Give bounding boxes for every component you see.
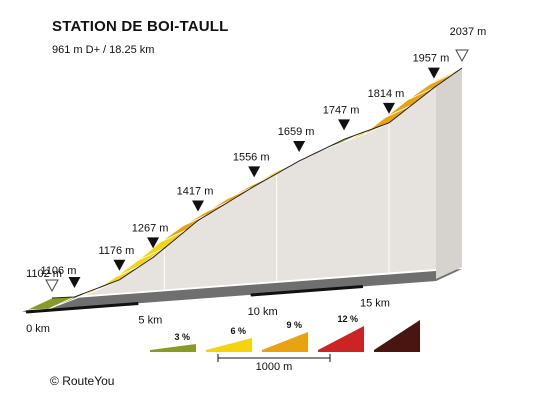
elevation-label: 1659 m (278, 126, 315, 138)
marker-filled-triangle (192, 200, 205, 212)
chart-subtitle: 961 m D+ / 18.25 km (52, 44, 155, 56)
elevation-marker: 1747 m (323, 104, 360, 131)
legend-scale-label: 1000 m (256, 361, 293, 373)
marker-filled-triangle (427, 67, 440, 79)
elevation-label: 1176 m (98, 245, 134, 257)
elevation-marker: 1957 m (413, 53, 450, 79)
legend-item: 9 % (262, 320, 308, 352)
elevation-marker: 2037 m (450, 26, 487, 63)
copyright-symbol: © (50, 374, 59, 388)
marker-filled-triangle (248, 166, 261, 178)
marker-filled-triangle (68, 277, 81, 289)
elevation-marker: 1814 m (368, 88, 405, 114)
elevation-marker: 1659 m (278, 126, 315, 152)
profile-side-area (22, 68, 462, 312)
profile-gradient-segments (25, 67, 463, 311)
marker-filled-triangle (147, 237, 160, 249)
distance-tick-label: 10 km (248, 306, 278, 318)
legend-label: 12 % (337, 314, 358, 324)
distance-ticks: 0 km 5 km 10 km 15 km (25, 285, 390, 335)
legend-label: 3 % (174, 332, 190, 342)
legend-swatch (374, 320, 420, 352)
profile-ridge-line (51, 67, 463, 299)
elevation-label: 2037 m (450, 26, 487, 38)
legend-swatch (206, 338, 252, 352)
elevation-label: 1102 m (26, 268, 62, 280)
marker-filled-triangle (382, 102, 395, 114)
elevation-label: 1267 m (132, 222, 169, 234)
legend-label: 6 % (230, 326, 246, 336)
distance-scale-bar (25, 302, 139, 314)
distance-tick-label: 15 km (360, 298, 390, 310)
distance-tick-label: 0 km (26, 323, 50, 335)
elevation-marker: 1556 m (233, 151, 270, 178)
elevation-marker: 1417 m (177, 186, 214, 212)
elevation-marker: 1106 m (41, 265, 81, 289)
marker-filled-triangle (293, 140, 306, 152)
legend-swatch (150, 344, 196, 352)
base-front-edge (22, 269, 462, 312)
legend-item: 12 % (318, 314, 364, 352)
marker-filled-triangle (113, 259, 126, 271)
legend-item (374, 320, 420, 352)
credit-line: © RouteYou (50, 374, 114, 388)
marker-open-triangle (45, 279, 59, 293)
elevation-marker: 1102 m (26, 268, 62, 293)
elevation-label: 1417 m (177, 186, 214, 198)
elevation-marker: 1267 m (132, 222, 169, 249)
chart-title: STATION DE BOI-TAULL (52, 18, 229, 35)
elevation-label: 1814 m (368, 88, 405, 100)
legend-item: 6 % (206, 326, 252, 352)
legend-swatch (318, 326, 364, 352)
profile-side-wall (52, 68, 462, 298)
elevation-label: 1747 m (323, 104, 360, 116)
legend-label: 9 % (286, 320, 302, 330)
elevation-marker: 1176 m (98, 245, 134, 271)
distance-tick-label: 5 km (138, 315, 162, 327)
legend-item: 3 % (150, 332, 196, 352)
gradient-legend: 3 % 6 % 9 % 12 % 1000 m (150, 314, 420, 373)
profile-end-face (436, 68, 462, 279)
legend-swatch (262, 332, 308, 352)
distance-scale-bar (250, 285, 364, 297)
marker-filled-triangle (338, 119, 351, 131)
elevation-label: 1556 m (233, 151, 270, 163)
elevation-label: 1957 m (413, 53, 450, 65)
elevation-label: 1106 m (41, 265, 77, 277)
marker-open-triangle (455, 49, 469, 63)
brand-name: RouteYou (62, 374, 115, 388)
